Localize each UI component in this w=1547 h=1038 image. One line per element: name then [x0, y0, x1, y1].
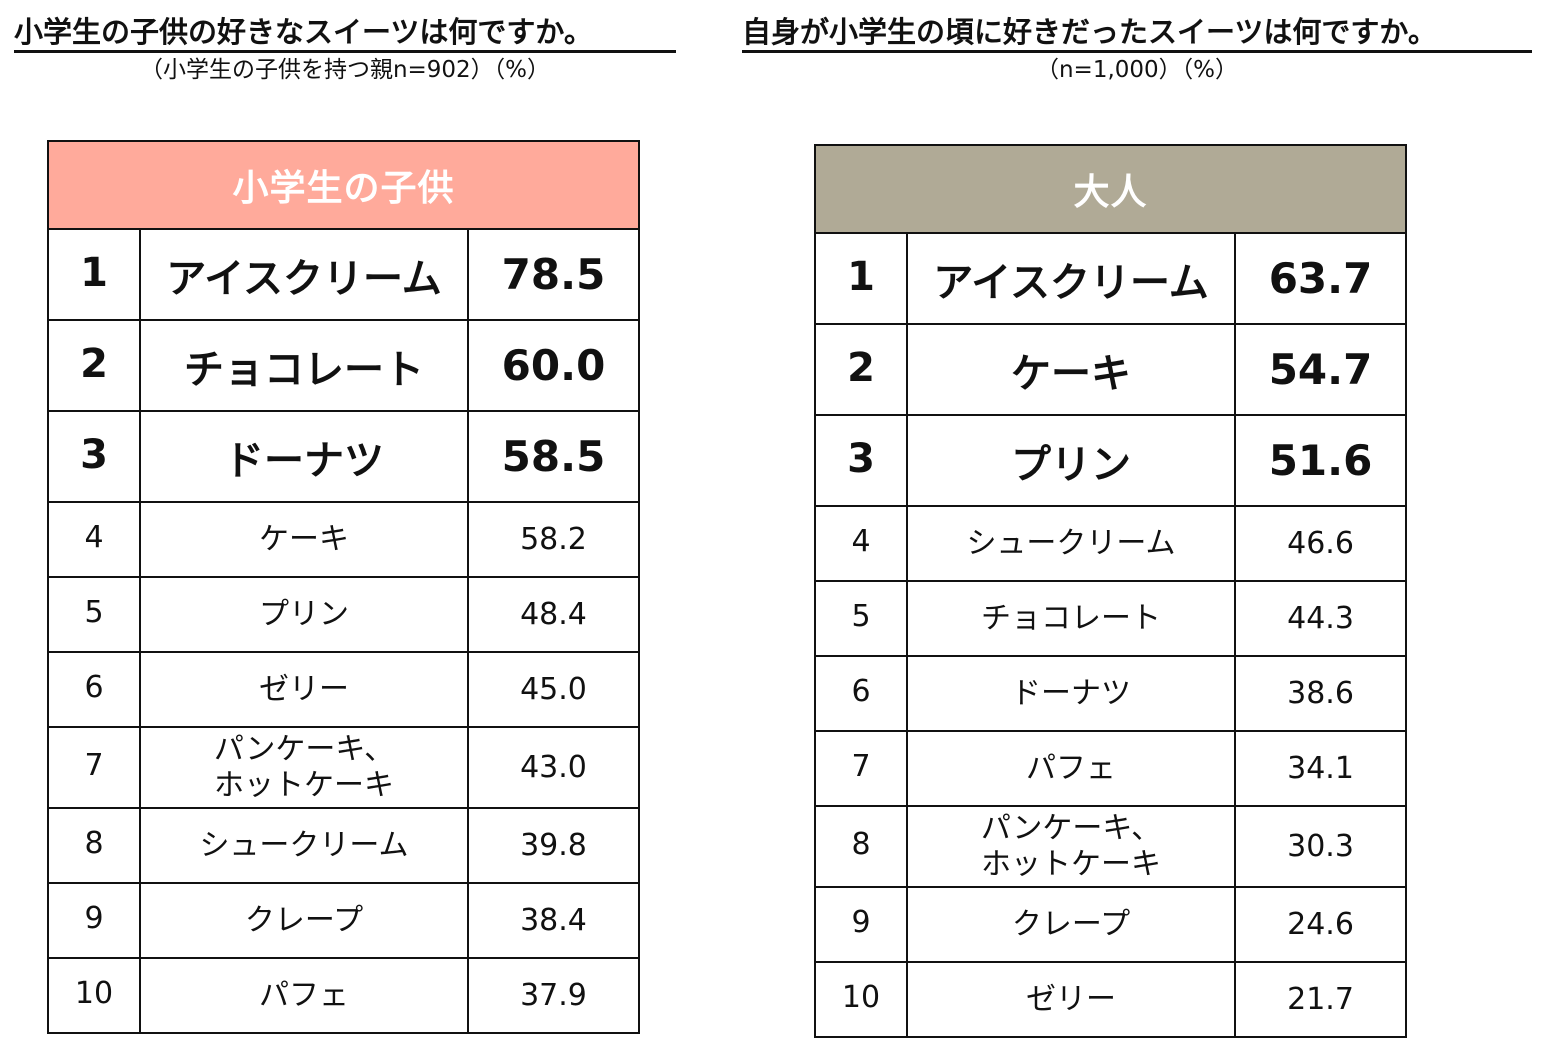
percent-cell: 43.0 [467, 726, 640, 809]
adults-ranking-table: 大人 1 アイスクリーム 63.7 2 ケーキ 54.7 3 プリン 51.6 … [813, 144, 1408, 1038]
children-ranking-table: 小学生の子供 1 アイスクリーム 78.5 2 チョコレート 60.0 3 ドー… [47, 140, 640, 1034]
adults-table-header: 大人 [813, 144, 1408, 234]
table-row: 10 パフェ 37.9 [47, 957, 640, 1034]
table-row: 10 ゼリー 21.7 [814, 961, 1408, 1038]
percent-cell: 24.6 [1233, 886, 1408, 963]
sweet-name-cell: プリン [139, 576, 469, 653]
rank-cell: 8 [47, 807, 141, 884]
percent-cell: 34.1 [1233, 730, 1408, 807]
table-row: 5 チョコレート 44.3 [814, 580, 1408, 657]
sweet-name-cell: アイスクリーム [139, 228, 469, 321]
percent-cell: 54.7 [1233, 323, 1408, 416]
rank-cell: 3 [47, 410, 141, 503]
sweet-name-line: パンケーキ、 [213, 731, 395, 767]
rank-cell: 10 [814, 961, 908, 1038]
rank-cell: 5 [814, 580, 908, 657]
sweet-name-cell: チョコレート [906, 580, 1236, 657]
table-row: 6 ゼリー 45.0 [47, 651, 640, 728]
table-row: 1 アイスクリーム 63.7 [814, 232, 1408, 325]
rank-cell: 10 [47, 957, 141, 1034]
sweet-name-cell: プリン [906, 414, 1236, 507]
rank-cell: 7 [47, 726, 141, 809]
table-row: 5 プリン 48.4 [47, 576, 640, 653]
sweet-name-cell: ゼリー [906, 961, 1236, 1038]
table-row: 9 クレープ 38.4 [47, 882, 640, 959]
sweet-name-cell: クレープ [139, 882, 469, 959]
rank-cell: 4 [814, 505, 908, 582]
children-question-title: 小学生の子供の好きなスイーツは何ですか。 [14, 14, 676, 53]
table-row: 8 パンケーキ、 ホットケーキ 30.3 [814, 805, 1408, 888]
percent-cell: 46.6 [1233, 505, 1408, 582]
rank-cell: 2 [814, 323, 908, 416]
adults-sample-note: （n=1,000）（%） [1035, 57, 1239, 83]
rank-cell: 1 [814, 232, 908, 325]
sweet-name-line: ホットケーキ [214, 767, 394, 803]
sweet-name-cell: パフェ [906, 730, 1236, 807]
table-row: 3 ドーナツ 58.5 [47, 410, 640, 503]
sweet-name-cell: クレープ [906, 886, 1236, 963]
percent-cell: 37.9 [467, 957, 640, 1034]
rank-cell: 6 [47, 651, 141, 728]
table-row: 4 シュークリーム 46.6 [814, 505, 1408, 582]
table-row: 7 パフェ 34.1 [814, 730, 1408, 807]
rank-cell: 2 [47, 319, 141, 412]
sweet-name-cell: パンケーキ、 ホットケーキ [139, 726, 469, 809]
percent-cell: 44.3 [1233, 580, 1408, 657]
sweet-name-cell: チョコレート [139, 319, 469, 412]
percent-cell: 63.7 [1233, 232, 1408, 325]
table-row: 2 ケーキ 54.7 [814, 323, 1408, 416]
rank-cell: 4 [47, 501, 141, 578]
sweet-name-cell: ドーナツ [139, 410, 469, 503]
sweet-name-cell: パフェ [139, 957, 469, 1034]
children-sample-note: （小学生の子供を持つ親n=902）（%） [139, 57, 551, 83]
adults-question-title: 自身が小学生の頃に好きだったスイーツは何ですか。 [742, 14, 1532, 53]
percent-cell: 38.6 [1233, 655, 1408, 732]
percent-cell: 58.5 [467, 410, 640, 503]
rank-cell: 7 [814, 730, 908, 807]
percent-cell: 58.2 [467, 501, 640, 578]
sweet-name-line: ホットケーキ [981, 846, 1161, 882]
table-row: 8 シュークリーム 39.8 [47, 807, 640, 884]
sweet-name-cell: ケーキ [139, 501, 469, 578]
percent-cell: 39.8 [467, 807, 640, 884]
sweet-name-cell: アイスクリーム [906, 232, 1236, 325]
percent-cell: 21.7 [1233, 961, 1408, 1038]
percent-cell: 60.0 [467, 319, 640, 412]
table-row: 3 プリン 51.6 [814, 414, 1408, 507]
rank-cell: 9 [47, 882, 141, 959]
children-table-header: 小学生の子供 [47, 140, 640, 230]
table-row: 7 パンケーキ、 ホットケーキ 43.0 [47, 726, 640, 809]
sweet-name-line: パンケーキ、 [980, 810, 1162, 846]
percent-cell: 30.3 [1233, 805, 1408, 888]
percent-cell: 48.4 [467, 576, 640, 653]
sweet-name-cell: ゼリー [139, 651, 469, 728]
rank-cell: 9 [814, 886, 908, 963]
rank-cell: 1 [47, 228, 141, 321]
rank-cell: 3 [814, 414, 908, 507]
percent-cell: 45.0 [467, 651, 640, 728]
percent-cell: 51.6 [1233, 414, 1408, 507]
rank-cell: 8 [814, 805, 908, 888]
table-row: 1 アイスクリーム 78.5 [47, 228, 640, 321]
sweet-name-cell: ケーキ [906, 323, 1236, 416]
sweet-name-cell: シュークリーム [139, 807, 469, 884]
table-row: 4 ケーキ 58.2 [47, 501, 640, 578]
rank-cell: 6 [814, 655, 908, 732]
table-row: 6 ドーナツ 38.6 [814, 655, 1408, 732]
percent-cell: 38.4 [467, 882, 640, 959]
sweet-name-cell: シュークリーム [906, 505, 1236, 582]
percent-cell: 78.5 [467, 228, 640, 321]
sweet-name-cell: ドーナツ [906, 655, 1236, 732]
sweet-name-cell: パンケーキ、 ホットケーキ [906, 805, 1236, 888]
table-row: 2 チョコレート 60.0 [47, 319, 640, 412]
rank-cell: 5 [47, 576, 141, 653]
table-row: 9 クレープ 24.6 [814, 886, 1408, 963]
